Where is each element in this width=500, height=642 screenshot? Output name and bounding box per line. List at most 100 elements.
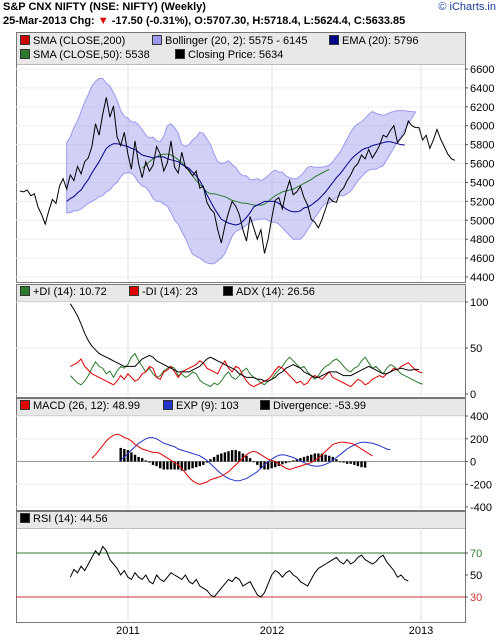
divergence-bar — [360, 461, 363, 468]
divergence-bar — [212, 456, 216, 462]
dmi-panel: +DI (14): 10.72 -DI (14): 23 ADX (14): 2… — [16, 284, 466, 398]
sma50-swatch — [20, 49, 30, 59]
ema20-line — [66, 141, 405, 226]
bollinger-band — [66, 78, 417, 265]
divergence-bar — [119, 447, 122, 462]
legend-bollinger-label: Bollinger (20, 2): 5575 - 6145 — [165, 35, 308, 47]
change-value: -17.50 (-0.31%), O:5707.30, H:5718.4, L:… — [111, 15, 406, 27]
divergence-bar — [166, 461, 169, 470]
y-tick-label: 6000 — [470, 121, 494, 133]
divergence-bar — [234, 450, 237, 462]
y-tick-label: 4800 — [470, 234, 494, 246]
legend-adx-label: ADX (14): 26.56 — [236, 286, 315, 298]
y-tick-label: 5400 — [470, 177, 494, 189]
divergence-bar — [328, 455, 331, 462]
chart-title: S&P CNX NIFTY (NSE: NIFTY) (Weekly) — [3, 1, 206, 13]
y-tick-label: 5000 — [470, 215, 494, 227]
y-tick-label: 6600 — [470, 64, 494, 76]
divergence-bar — [299, 458, 302, 462]
divergence-bar — [195, 461, 198, 468]
divergence-bar — [320, 453, 324, 462]
legend-rsi-label: RSI (14): 44.56 — [33, 513, 108, 525]
legend-ema20-label: EMA (20): 5796 — [342, 35, 419, 47]
legend-divergence-label: Divergence: -53.99 — [273, 400, 366, 412]
y-tick-label: 400 — [470, 411, 488, 423]
legend-divergence: Divergence: -53.99 — [260, 400, 366, 412]
divergence-bar — [141, 458, 144, 462]
y-tick-label: 100 — [470, 297, 488, 309]
adx-line — [69, 303, 420, 382]
exp9-swatch — [163, 400, 173, 410]
rsi-line — [69, 545, 409, 598]
exp9-line — [120, 437, 391, 482]
y-tick-label: 6200 — [470, 102, 494, 114]
legend-close: Closing Price: 5634 — [175, 49, 283, 61]
divergence-bar — [198, 461, 201, 467]
divergence-bar — [220, 453, 223, 462]
y-tick-label: 0 — [470, 389, 476, 401]
y-tick-label: -400 — [470, 502, 492, 514]
change-line: 25-Mar-2013 Chg: ▼ -17.50 (-0.31%), O:57… — [3, 15, 405, 27]
divergence-bar — [259, 461, 263, 469]
brand-link[interactable]: © iCharts.in — [438, 1, 496, 13]
y-tick-label: 6400 — [470, 83, 494, 95]
legend-minus-di-label: -DI (14): 23 — [142, 286, 198, 298]
divergence-bar — [302, 456, 306, 462]
divergence-bar — [284, 461, 288, 464]
legend-plus-di: +DI (14): 10.72 — [20, 286, 107, 298]
divergence-bar — [306, 455, 309, 462]
legend-plus-di-label: +DI (14): 10.72 — [33, 286, 107, 298]
divergence-bar — [310, 454, 313, 462]
legend-bollinger: Bollinger (20, 2): 5575 - 6145 — [152, 35, 307, 47]
divergence-swatch — [260, 400, 270, 410]
divergence-bar — [324, 454, 327, 462]
divergence-bar — [295, 459, 298, 462]
divergence-bar — [159, 461, 162, 469]
rsi-swatch — [20, 513, 30, 523]
y-tick-label: 30 — [470, 592, 482, 604]
legend-rsi: RSI (14): 44.56 — [20, 513, 108, 525]
divergence-bar — [202, 461, 205, 465]
close-price-line — [19, 97, 456, 254]
macd-line — [91, 433, 373, 485]
plus-di-line — [69, 352, 423, 388]
divergence-bar — [252, 461, 255, 463]
legend-exp9: EXP (9): 103 — [163, 400, 239, 412]
divergence-bar — [335, 459, 338, 462]
divergence-bar — [205, 461, 209, 463]
divergence-bar — [349, 461, 352, 464]
divergence-bar — [137, 456, 140, 462]
divergence-bar — [353, 461, 356, 465]
change-label: 25-Mar-2013 Chg: — [3, 15, 95, 27]
legend-macd: MACD (26, 12): 48.99 — [20, 400, 140, 412]
divergence-bar — [342, 461, 345, 463]
divergence-bar — [227, 451, 230, 462]
divergence-bar — [248, 458, 252, 462]
divergence-bar — [281, 461, 284, 465]
y-tick-label: 70 — [470, 548, 482, 560]
divergence-bar — [216, 454, 219, 462]
brand-text[interactable]: © iCharts.in — [438, 1, 496, 13]
legend-minus-di: -DI (14): 23 — [129, 286, 198, 298]
divergence-bar — [169, 461, 173, 470]
sma200-swatch — [20, 35, 30, 45]
y-tick-label: -200 — [470, 479, 492, 491]
divergence-bar — [238, 451, 241, 462]
divergence-bar — [180, 461, 183, 471]
legend-sma50: SMA (CLOSE,50): 5538 — [20, 49, 150, 61]
divergence-bar — [209, 459, 212, 462]
divergence-bar — [173, 461, 176, 470]
divergence-bar — [313, 453, 316, 462]
divergence-bar — [126, 450, 130, 462]
down-arrow-icon: ▼ — [97, 15, 109, 27]
divergence-bar — [363, 461, 367, 468]
divergence-bar — [155, 461, 158, 467]
legend-sma200: SMA (CLOSE,200) — [20, 35, 125, 47]
ema20-swatch — [329, 35, 339, 45]
divergence-bar — [288, 461, 291, 463]
legend-exp9-label: EXP (9): 103 — [176, 400, 239, 412]
legend-adx: ADX (14): 26.56 — [223, 286, 315, 298]
plus-di-swatch — [20, 286, 30, 296]
close-swatch — [175, 49, 185, 59]
